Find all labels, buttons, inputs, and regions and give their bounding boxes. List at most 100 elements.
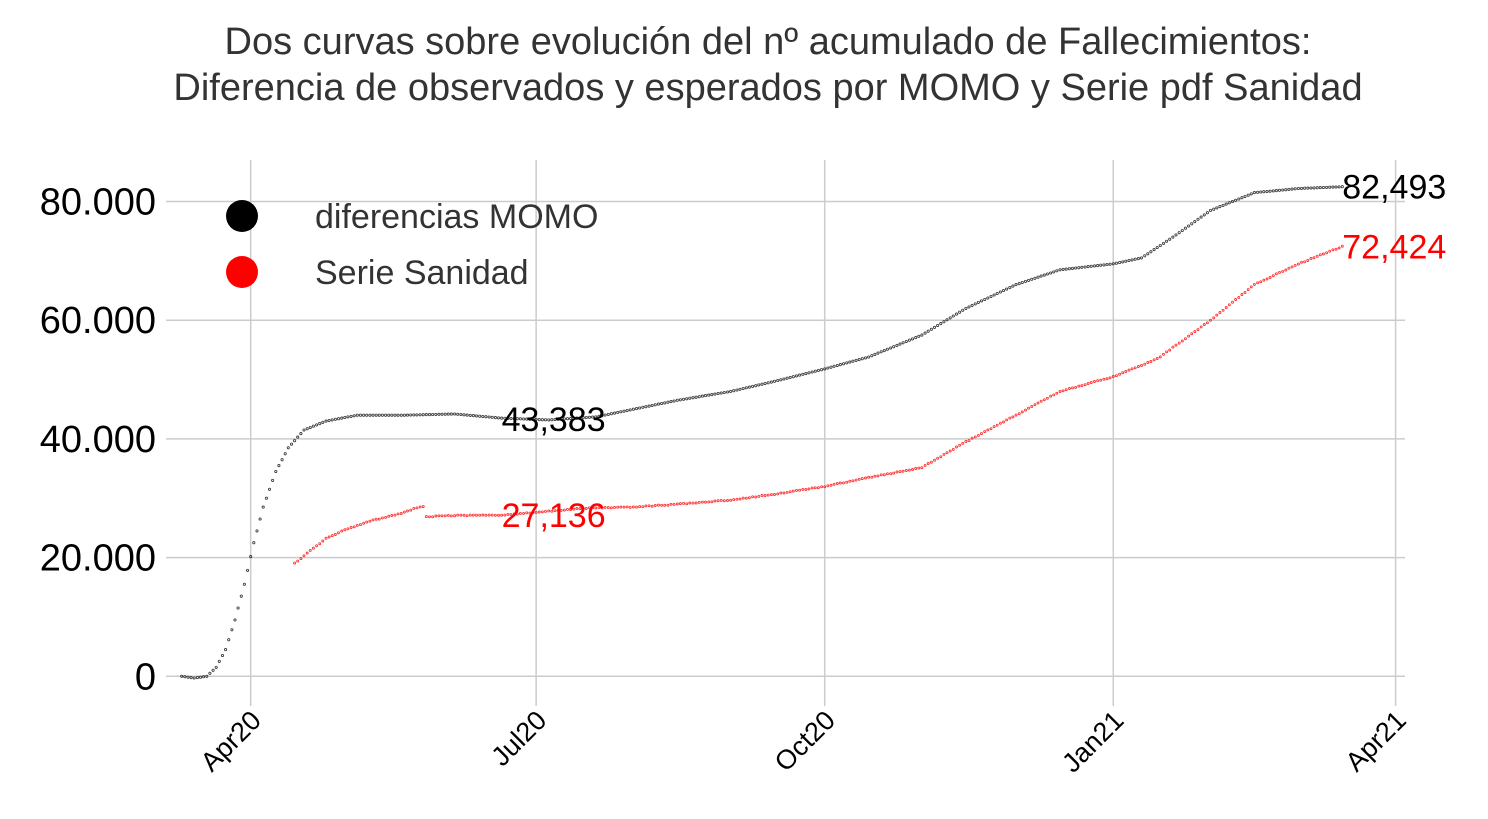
data-point — [695, 396, 697, 398]
data-point — [836, 483, 838, 485]
data-point — [403, 414, 405, 416]
data-point — [908, 469, 910, 471]
data-point — [1300, 187, 1302, 189]
data-point — [789, 491, 791, 493]
data-point — [325, 420, 327, 422]
data-point — [846, 362, 848, 364]
data-point — [880, 474, 882, 476]
data-point — [921, 334, 923, 336]
data-point — [187, 676, 189, 678]
data-point — [1094, 381, 1096, 383]
data-point — [400, 414, 402, 416]
data-point — [253, 542, 255, 544]
data-point — [1181, 340, 1183, 342]
data-point — [808, 372, 810, 374]
data-point — [864, 357, 866, 359]
data-point — [1301, 261, 1303, 263]
data-point — [1322, 186, 1324, 188]
data-point — [952, 448, 954, 450]
data-point — [1100, 264, 1102, 266]
data-point — [852, 360, 854, 362]
data-point — [1304, 261, 1306, 263]
data-point — [1050, 272, 1052, 274]
data-point — [344, 416, 346, 418]
data-point — [658, 504, 660, 506]
data-point — [1307, 260, 1309, 262]
data-point — [385, 414, 387, 416]
data-point — [290, 443, 292, 445]
data-point — [1075, 386, 1077, 388]
data-point — [1206, 322, 1208, 324]
data-point — [1241, 197, 1243, 199]
data-point — [645, 406, 647, 408]
data-point — [1335, 186, 1337, 188]
data-point — [934, 459, 936, 461]
data-point — [1219, 312, 1221, 314]
data-point — [1247, 289, 1249, 291]
data-point — [956, 446, 958, 448]
data-point — [1166, 351, 1168, 353]
data-point — [444, 515, 446, 517]
data-point — [692, 397, 694, 399]
data-point — [990, 428, 992, 430]
data-point — [999, 422, 1001, 424]
data-point — [962, 309, 964, 311]
data-point — [708, 394, 710, 396]
data-point — [1084, 384, 1086, 386]
data-point — [1119, 373, 1121, 375]
data-point — [742, 387, 744, 389]
data-point — [1263, 279, 1265, 281]
data-point — [350, 527, 352, 529]
data-point — [613, 412, 615, 414]
data-point — [429, 516, 431, 518]
data-point — [607, 507, 609, 509]
data-point — [454, 515, 456, 517]
data-point — [617, 411, 619, 413]
data-point — [334, 418, 336, 420]
data-point — [686, 398, 688, 400]
data-point — [407, 510, 409, 512]
data-point — [1081, 385, 1083, 387]
data-point — [664, 504, 666, 506]
data-point — [1087, 383, 1089, 385]
data-point — [912, 469, 914, 471]
data-point — [1169, 349, 1171, 351]
data-point — [1043, 274, 1045, 276]
data-point — [896, 471, 898, 473]
data-point — [1310, 258, 1312, 260]
data-point — [1141, 365, 1143, 367]
data-point — [209, 672, 211, 674]
data-point — [494, 514, 496, 516]
data-point — [632, 408, 634, 410]
data-point — [1028, 279, 1030, 281]
data-point — [1282, 270, 1284, 272]
data-point — [1150, 251, 1152, 253]
data-point — [466, 515, 468, 517]
data-point — [805, 489, 807, 491]
data-point — [673, 503, 675, 505]
data-point — [1046, 397, 1048, 399]
data-point — [607, 413, 609, 415]
data-point — [225, 649, 227, 651]
data-point — [645, 505, 647, 507]
data-point — [814, 370, 816, 372]
data-point — [836, 364, 838, 366]
data-point — [419, 414, 421, 416]
data-point — [441, 413, 443, 415]
data-point — [817, 487, 819, 489]
data-point — [1037, 402, 1039, 404]
data-point — [1147, 253, 1149, 255]
data-point — [654, 404, 656, 406]
data-label: 82,493 — [1342, 169, 1446, 207]
data-point — [1163, 353, 1165, 355]
data-point — [331, 535, 333, 537]
data-point — [1025, 409, 1027, 411]
data-point — [460, 514, 462, 516]
data-point — [937, 457, 939, 459]
data-point — [199, 676, 201, 678]
data-point — [1269, 277, 1271, 279]
data-point — [698, 501, 700, 503]
data-point — [1021, 281, 1023, 283]
data-point — [237, 607, 239, 609]
data-point — [1062, 268, 1064, 270]
